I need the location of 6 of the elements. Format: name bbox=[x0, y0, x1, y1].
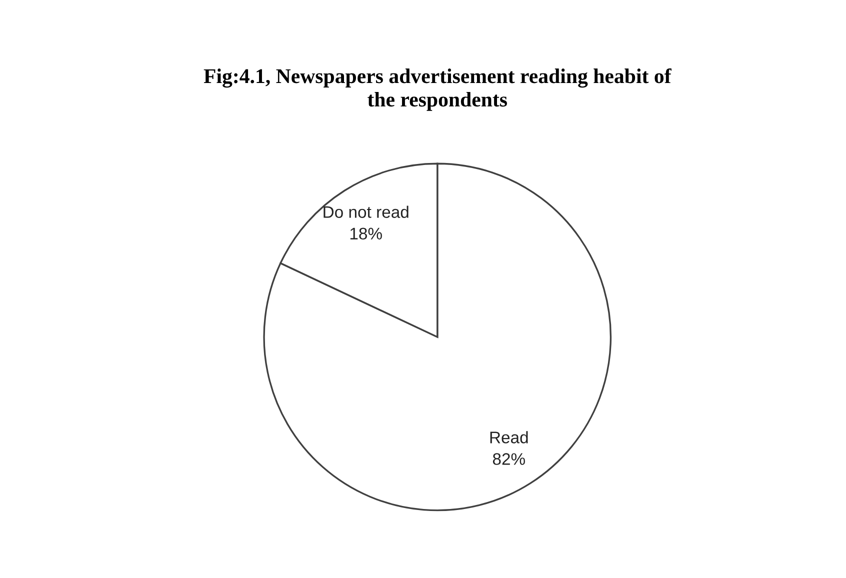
data-label: 18% bbox=[350, 228, 382, 240]
slice-label: Read bbox=[490, 431, 528, 444]
pie-slice bbox=[263, 162, 612, 512]
data-label: 82% bbox=[492, 453, 525, 465]
chart-title: Fig:4.1, Newspapers advertisement reading heabit of the respondents bbox=[204, 68, 672, 111]
slice-label: Do not read bbox=[324, 206, 408, 218]
